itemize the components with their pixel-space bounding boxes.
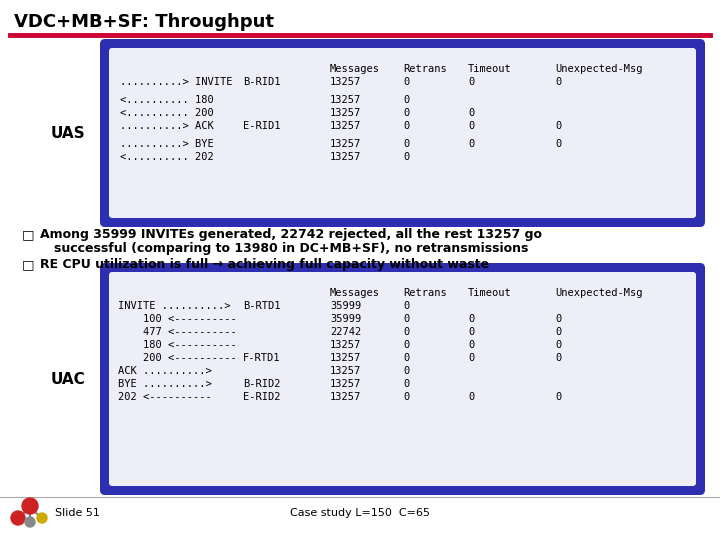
Text: B-RTD1: B-RTD1 [243, 301, 281, 311]
Text: 0: 0 [403, 366, 409, 376]
Text: 0: 0 [468, 353, 474, 363]
Text: 13257: 13257 [330, 379, 361, 389]
Text: 0: 0 [555, 314, 562, 324]
Text: Unexpected-Msg: Unexpected-Msg [555, 288, 642, 298]
Text: 0: 0 [468, 108, 474, 118]
Text: 0: 0 [468, 340, 474, 350]
Text: 0: 0 [468, 392, 474, 402]
Text: <.......... 200: <.......... 200 [120, 108, 214, 118]
Text: 0: 0 [468, 327, 474, 337]
FancyBboxPatch shape [100, 39, 705, 227]
Text: 13257: 13257 [330, 139, 361, 149]
Circle shape [11, 511, 25, 525]
Text: Unexpected-Msg: Unexpected-Msg [555, 64, 642, 74]
Text: 0: 0 [555, 121, 562, 131]
Text: 0: 0 [403, 77, 409, 87]
Text: 13257: 13257 [330, 392, 361, 402]
Text: B-RID1: B-RID1 [243, 77, 281, 87]
Text: Timeout: Timeout [468, 64, 512, 74]
Text: Messages: Messages [330, 288, 380, 298]
Text: B-RID2: B-RID2 [243, 379, 281, 389]
Text: E-RID1: E-RID1 [243, 121, 281, 131]
Text: Slide 51: Slide 51 [55, 508, 100, 518]
Text: 0: 0 [403, 152, 409, 162]
Text: <.......... 180: <.......... 180 [120, 95, 214, 105]
Text: 13257: 13257 [330, 353, 361, 363]
Text: UAC: UAC [50, 372, 86, 387]
Text: 0: 0 [468, 77, 474, 87]
Text: F-RTD1: F-RTD1 [243, 353, 281, 363]
Text: 0: 0 [403, 379, 409, 389]
Text: Retrans: Retrans [403, 64, 446, 74]
Text: RE CPU utilization is full → achieving full capacity without waste: RE CPU utilization is full → achieving f… [40, 258, 489, 271]
Text: ..........> INVITE: ..........> INVITE [120, 77, 233, 87]
Circle shape [25, 517, 35, 527]
Text: Case study L=150  C=65: Case study L=150 C=65 [290, 508, 430, 518]
Text: 0: 0 [403, 121, 409, 131]
Circle shape [22, 498, 38, 514]
Text: 13257: 13257 [330, 366, 361, 376]
Text: 0: 0 [468, 139, 474, 149]
Text: 0: 0 [403, 340, 409, 350]
FancyBboxPatch shape [109, 272, 696, 486]
Text: 100 <----------: 100 <---------- [118, 314, 237, 324]
Text: BYE ..........>: BYE ..........> [118, 379, 212, 389]
Text: 180 <----------: 180 <---------- [118, 340, 237, 350]
Text: 0: 0 [403, 392, 409, 402]
Text: 0: 0 [468, 121, 474, 131]
Text: 35999: 35999 [330, 314, 361, 324]
FancyBboxPatch shape [100, 263, 705, 495]
Text: 0: 0 [555, 353, 562, 363]
Text: 13257: 13257 [330, 95, 361, 105]
Text: Retrans: Retrans [403, 288, 446, 298]
Text: 13257: 13257 [330, 121, 361, 131]
Text: 13257: 13257 [330, 340, 361, 350]
Text: UAS: UAS [50, 125, 85, 140]
Text: 0: 0 [403, 95, 409, 105]
Text: 0: 0 [555, 139, 562, 149]
Text: 0: 0 [555, 77, 562, 87]
Text: INVITE ..........>: INVITE ..........> [118, 301, 230, 311]
Text: 0: 0 [468, 314, 474, 324]
Text: 0: 0 [555, 392, 562, 402]
Text: 0: 0 [403, 353, 409, 363]
Text: 0: 0 [555, 327, 562, 337]
Text: 13257: 13257 [330, 152, 361, 162]
Circle shape [37, 513, 47, 523]
Text: 0: 0 [403, 108, 409, 118]
Text: □: □ [22, 228, 35, 241]
Text: VDC+MB+SF: Throughput: VDC+MB+SF: Throughput [14, 13, 274, 31]
Text: E-RID2: E-RID2 [243, 392, 281, 402]
Text: Messages: Messages [330, 64, 380, 74]
Text: 35999: 35999 [330, 301, 361, 311]
Text: ..........> BYE: ..........> BYE [120, 139, 214, 149]
Text: 22742: 22742 [330, 327, 361, 337]
Text: 13257: 13257 [330, 77, 361, 87]
Text: Timeout: Timeout [468, 288, 512, 298]
Text: 0: 0 [555, 340, 562, 350]
Text: 0: 0 [403, 327, 409, 337]
Text: 0: 0 [403, 314, 409, 324]
Text: ACK ..........>: ACK ..........> [118, 366, 212, 376]
Text: successful (comparing to 13980 in DC+MB+SF), no retransmissions: successful (comparing to 13980 in DC+MB+… [54, 242, 528, 255]
Text: □: □ [22, 258, 35, 271]
Text: 0: 0 [403, 301, 409, 311]
FancyBboxPatch shape [109, 48, 696, 218]
Text: Among 35999 INVITEs generated, 22742 rejected, all the rest 13257 go: Among 35999 INVITEs generated, 22742 rej… [40, 228, 542, 241]
Text: 202 <----------: 202 <---------- [118, 392, 212, 402]
Text: 200 <----------: 200 <---------- [118, 353, 237, 363]
Text: 477 <----------: 477 <---------- [118, 327, 237, 337]
Text: 13257: 13257 [330, 108, 361, 118]
Text: ..........> ACK: ..........> ACK [120, 121, 214, 131]
Text: <.......... 202: <.......... 202 [120, 152, 214, 162]
Text: 0: 0 [403, 139, 409, 149]
